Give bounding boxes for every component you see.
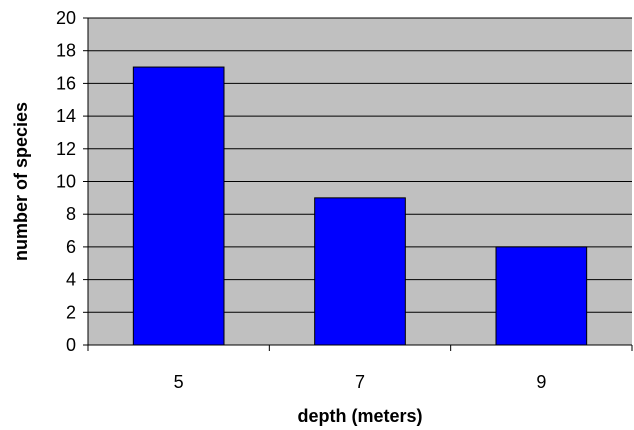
x-tick-label: 5 bbox=[174, 372, 184, 392]
y-tick-label: 20 bbox=[56, 8, 76, 28]
y-tick-label: 16 bbox=[56, 73, 76, 93]
x-tick-labels: 5 7 9 bbox=[174, 372, 547, 392]
y-tick-label: 8 bbox=[66, 204, 76, 224]
bar-9 bbox=[495, 246, 588, 346]
y-tick-label: 6 bbox=[66, 237, 76, 257]
axes bbox=[83, 17, 633, 351]
y-tick-label: 10 bbox=[56, 172, 76, 192]
bar-7 bbox=[314, 197, 406, 346]
bars bbox=[132, 66, 588, 346]
y-axis-title: number of species bbox=[11, 102, 31, 261]
x-tick-label: 9 bbox=[536, 372, 546, 392]
y-tick-label: 0 bbox=[66, 335, 76, 355]
x-tick-label: 7 bbox=[355, 372, 365, 392]
bar-5 bbox=[132, 66, 225, 346]
y-tick-label: 4 bbox=[66, 270, 76, 290]
y-tick-labels: 0 2 4 6 8 10 12 14 16 18 20 bbox=[56, 8, 76, 355]
x-axis-title: depth (meters) bbox=[297, 406, 422, 426]
y-tick-label: 2 bbox=[66, 302, 76, 322]
y-tick-label: 14 bbox=[56, 106, 76, 126]
y-tick-label: 12 bbox=[56, 139, 76, 159]
y-tick-label: 18 bbox=[56, 41, 76, 61]
